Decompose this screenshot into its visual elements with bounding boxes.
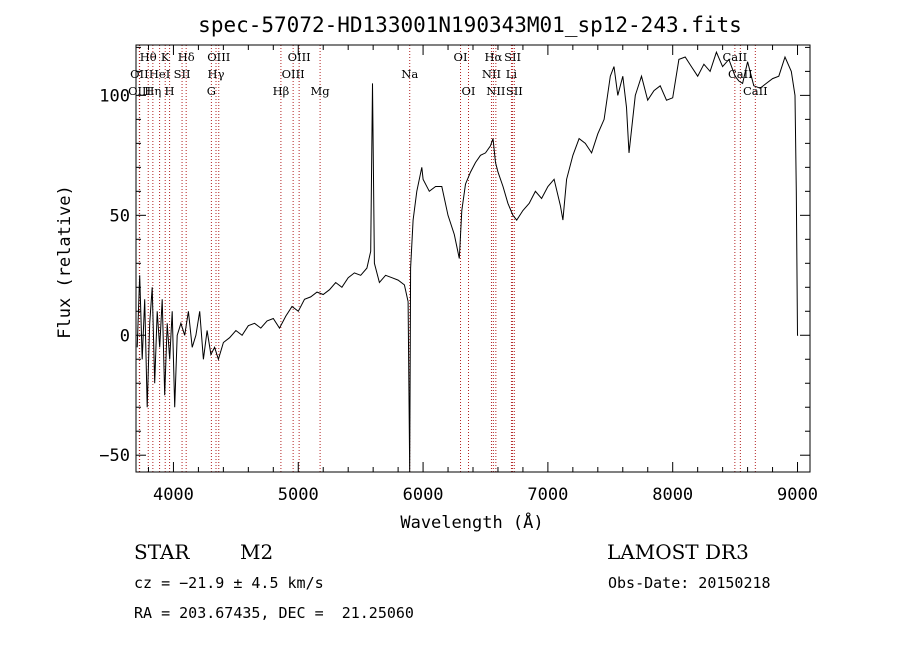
y-tick-label: 100 bbox=[99, 86, 130, 106]
y-tick-label: 50 bbox=[110, 206, 130, 226]
y-tick-label: 0 bbox=[120, 326, 130, 346]
line-label: SII bbox=[506, 84, 523, 98]
survey-name: LAMOST DR3 bbox=[607, 540, 749, 564]
line-label: H bbox=[165, 84, 175, 98]
object-class: STAR bbox=[134, 540, 190, 564]
line-label: Hη bbox=[144, 84, 161, 98]
x-axis-ticks: 4000 5000 6000 7000 8000 9000 bbox=[147, 45, 818, 505]
plot-frame bbox=[135, 44, 811, 473]
line-label: NII bbox=[486, 84, 505, 98]
x-tick-label: 4000 bbox=[153, 485, 194, 505]
chart-title: spec-57072-HD133001N190343M01_sp12-243.f… bbox=[198, 13, 742, 37]
x-tick-label: 9000 bbox=[777, 485, 818, 505]
x-tick-label: 6000 bbox=[403, 485, 444, 505]
line-label: Hθ bbox=[140, 50, 157, 64]
line-label: OI bbox=[462, 84, 476, 98]
line-label: OIII bbox=[128, 84, 151, 98]
object-subclass: M2 bbox=[240, 540, 274, 564]
redshift-cz: cz = −21.9 ± 4.5 km/s bbox=[134, 574, 324, 592]
spectrum-line bbox=[136, 50, 799, 473]
line-label: SII bbox=[504, 50, 521, 64]
y-axis-ticks: −50 0 50 100 bbox=[99, 46, 810, 466]
line-label: OI bbox=[454, 50, 468, 64]
observation-date: Obs-Date: 20150218 bbox=[608, 574, 771, 592]
line-label: Na bbox=[401, 67, 418, 81]
line-label: CaII bbox=[722, 50, 747, 64]
x-tick-label: 5000 bbox=[278, 485, 319, 505]
line-label: Hβ bbox=[273, 84, 290, 98]
x-axis-label: Wavelength (Å) bbox=[400, 511, 543, 533]
line-label: G bbox=[207, 84, 216, 98]
line-label: SII bbox=[174, 67, 191, 81]
line-label: OIII bbox=[282, 67, 305, 81]
line-label: HeI bbox=[149, 67, 170, 81]
ra-dec: RA = 203.67435, DEC = 21.25060 bbox=[134, 604, 414, 622]
x-tick-label: 8000 bbox=[652, 485, 693, 505]
line-label: NII bbox=[482, 67, 501, 81]
line-label: CaII bbox=[728, 67, 753, 81]
line-label: K bbox=[161, 50, 170, 64]
line-label: Li bbox=[506, 67, 518, 81]
y-tick-label: −50 bbox=[99, 446, 130, 466]
line-label: Hα bbox=[484, 50, 502, 64]
x-tick-label: 7000 bbox=[527, 485, 568, 505]
y-axis-label: Flux (relative) bbox=[55, 185, 75, 339]
line-label: Hδ bbox=[178, 50, 195, 64]
spectral-line-labels: Hθ OII OIII K Hη HeI H SII Hδ G Hγ OIII Hβ OIII OIII Mg… bbox=[128, 50, 768, 98]
line-label: Mg bbox=[311, 84, 331, 98]
line-label: OII bbox=[130, 67, 149, 81]
spectral-line-markers bbox=[138, 45, 756, 472]
line-label: OIII bbox=[207, 50, 230, 64]
line-label: Hγ bbox=[208, 67, 225, 81]
line-label: OIII bbox=[288, 50, 311, 64]
